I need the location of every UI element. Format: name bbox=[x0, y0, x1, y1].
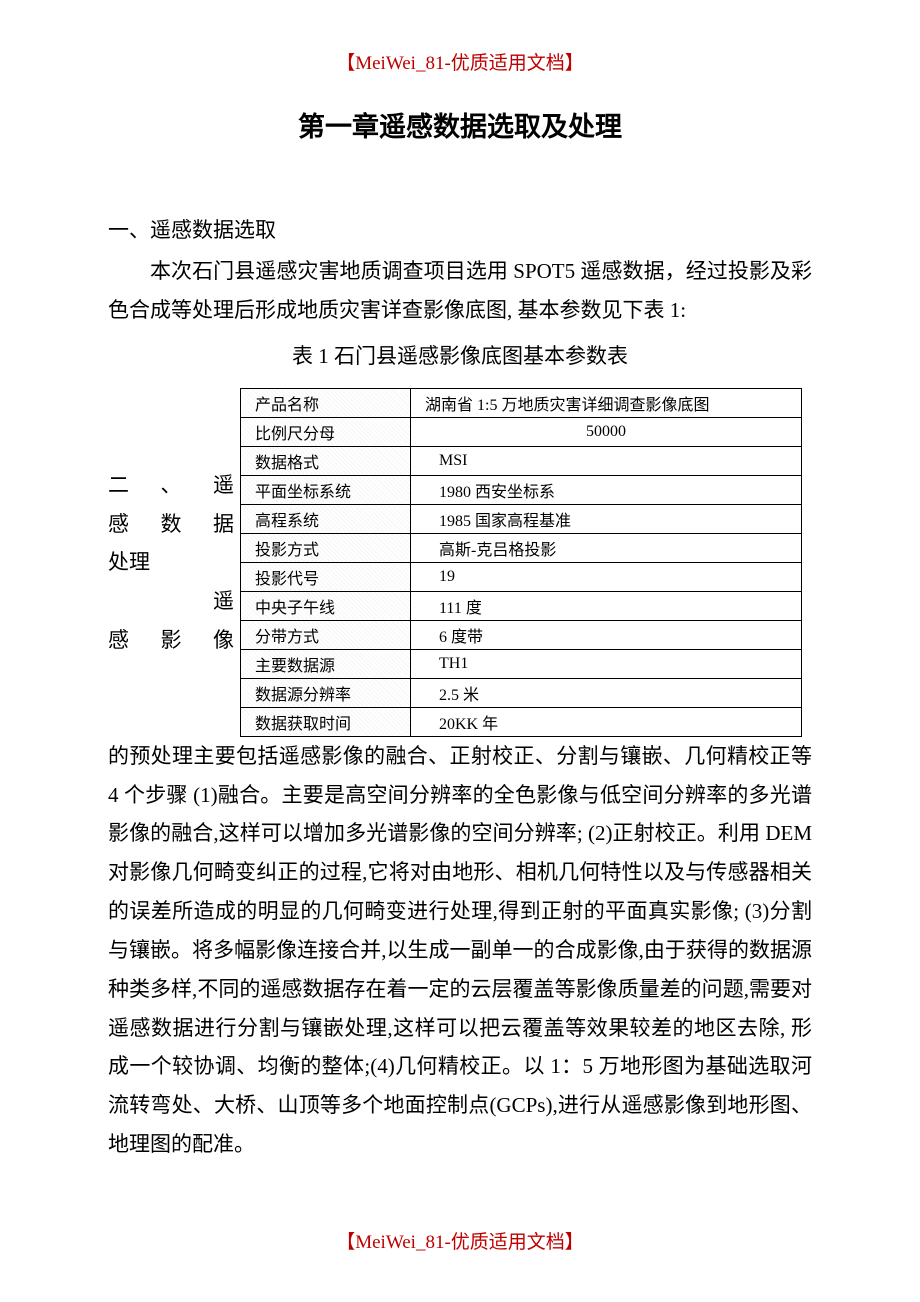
table-cell-value: 6 度带 bbox=[411, 620, 802, 649]
table-row: 数据源分辨率2.5 米 bbox=[241, 678, 802, 707]
table-row: 中央子午线111 度 bbox=[241, 591, 802, 620]
side-line-4: 遥 bbox=[108, 582, 234, 621]
table-cell-label: 比例尺分母 bbox=[241, 417, 411, 446]
side-line-5: 感影像 bbox=[108, 621, 234, 660]
table-row: 主要数据源TH1 bbox=[241, 649, 802, 678]
table-cell-value: 19 bbox=[411, 562, 802, 591]
table-row: 数据获取时间20KK 年 bbox=[241, 707, 802, 736]
table-cell-value: 高斯-克吕格投影 bbox=[411, 533, 802, 562]
parameter-table: 产品名称湖南省 1:5 万地质灾害详细调查影像底图比例尺分母50000数据格式M… bbox=[240, 388, 802, 737]
table-row: 投影方式高斯-克吕格投影 bbox=[241, 533, 802, 562]
section1-paragraph: 本次石门县遥感灾害地质调查项目选用 SPOT5 遥感数据，经过投影及彩色合成等处… bbox=[108, 252, 812, 330]
table-cell-value: 20KK 年 bbox=[411, 707, 802, 736]
table-wrapper: 产品名称湖南省 1:5 万地质灾害详细调查影像底图比例尺分母50000数据格式M… bbox=[240, 388, 812, 737]
table-cell-value: 1985 国家高程基准 bbox=[411, 504, 802, 533]
header-watermark: 【MeiWei_81-优质适用文档】 bbox=[108, 48, 812, 75]
section2-paragraph: 的预处理主要包括遥感影像的融合、正射校正、分割与镶嵌、几何精校正等 4 个步骤 … bbox=[108, 737, 812, 1164]
table-cell-value: 湖南省 1:5 万地质灾害详细调查影像底图 bbox=[411, 388, 802, 417]
table-cell-label: 产品名称 bbox=[241, 388, 411, 417]
footer-watermark: 【MeiWei_81-优质适用文档】 bbox=[0, 1227, 920, 1254]
table-row: 平面坐标系统1980 西安坐标系 bbox=[241, 475, 802, 504]
side-line-1: 二、遥 bbox=[108, 466, 234, 505]
side-line-3: 处理 bbox=[108, 543, 234, 582]
table-caption: 表 1 石门县遥感影像底图基本参数表 bbox=[108, 340, 812, 370]
section1-heading: 一、遥感数据选取 bbox=[108, 214, 812, 244]
table-cell-label: 主要数据源 bbox=[241, 649, 411, 678]
side-line-2: 感数据 bbox=[108, 505, 234, 544]
table-cell-value: TH1 bbox=[411, 649, 802, 678]
chapter-title: 第一章遥感数据选取及处理 bbox=[108, 105, 812, 144]
table-row: 高程系统1985 国家高程基准 bbox=[241, 504, 802, 533]
table-cell-value: 2.5 米 bbox=[411, 678, 802, 707]
table-cell-value: MSI bbox=[411, 446, 802, 475]
table-row: 数据格式MSI bbox=[241, 446, 802, 475]
table-cell-label: 高程系统 bbox=[241, 504, 411, 533]
table-cell-label: 数据格式 bbox=[241, 446, 411, 475]
table-cell-label: 数据获取时间 bbox=[241, 707, 411, 736]
table-cell-label: 投影代号 bbox=[241, 562, 411, 591]
table-cell-value: 50000 bbox=[411, 417, 802, 446]
table-row: 产品名称湖南省 1:5 万地质灾害详细调查影像底图 bbox=[241, 388, 802, 417]
table-cell-value: 111 度 bbox=[411, 591, 802, 620]
table-cell-label: 投影方式 bbox=[241, 533, 411, 562]
table-and-side-wrapper: 二、遥 感数据 处理 遥 感影像 产品名称湖南省 1:5 万地质灾害详细调查影像… bbox=[108, 388, 812, 737]
table-cell-value: 1980 西安坐标系 bbox=[411, 475, 802, 504]
table-cell-label: 中央子午线 bbox=[241, 591, 411, 620]
table-row: 投影代号19 bbox=[241, 562, 802, 591]
table-cell-label: 数据源分辨率 bbox=[241, 678, 411, 707]
table-cell-label: 分带方式 bbox=[241, 620, 411, 649]
table-row: 分带方式6 度带 bbox=[241, 620, 802, 649]
section2-side-text: 二、遥 感数据 处理 遥 感影像 bbox=[108, 388, 234, 660]
table-cell-label: 平面坐标系统 bbox=[241, 475, 411, 504]
table-row: 比例尺分母50000 bbox=[241, 417, 802, 446]
